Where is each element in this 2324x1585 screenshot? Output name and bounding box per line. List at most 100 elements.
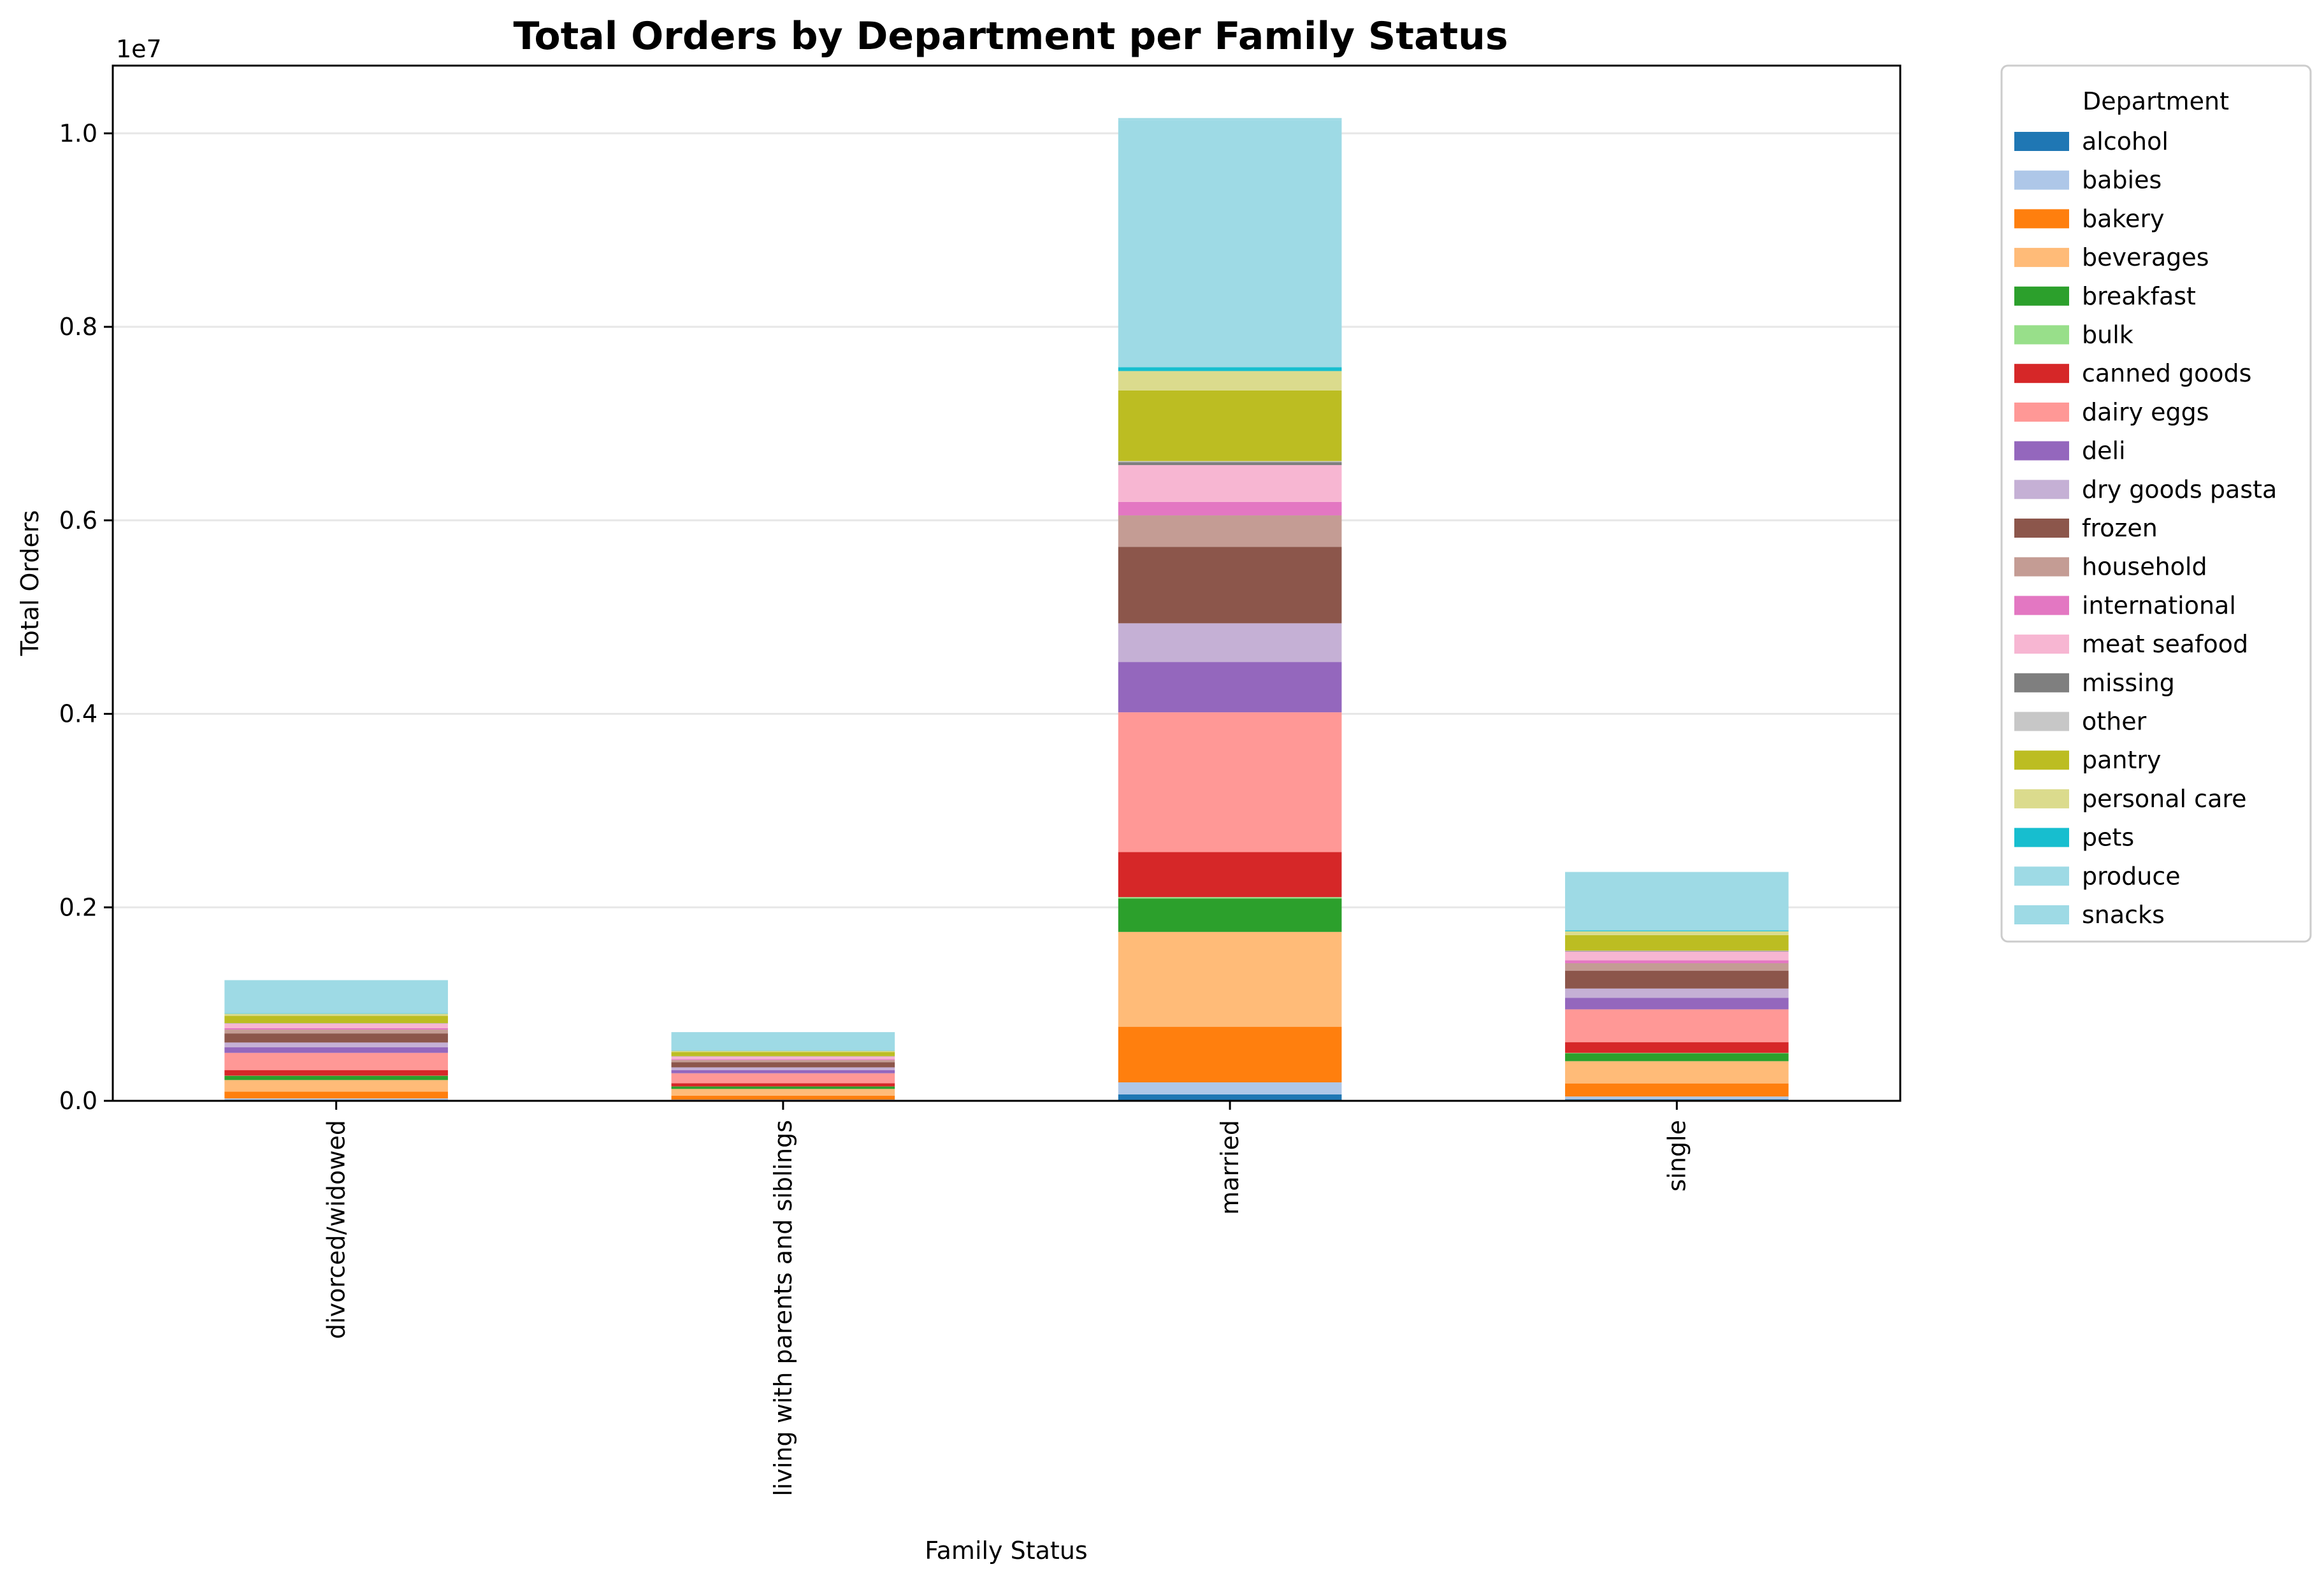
bar-segment-deli: [672, 1070, 895, 1073]
bar-segment-dairy-eggs: [1565, 1009, 1789, 1042]
bar-segment-international: [1565, 960, 1789, 963]
legend-label: personal care: [2082, 785, 2247, 813]
legend-swatch: [2014, 905, 2069, 924]
bar-segment-frozen: [224, 1033, 448, 1042]
bar-segment-breakfast: [224, 1076, 448, 1080]
y-tick-label: 1.0: [59, 119, 97, 147]
bar-segment-household: [672, 1060, 895, 1062]
y-tick-label: 0.2: [59, 893, 97, 921]
bar-segment-babies: [224, 1098, 448, 1100]
legend-label: other: [2082, 708, 2147, 736]
bar-segment-pantry: [1565, 935, 1789, 950]
bar-segment-beverages: [672, 1089, 895, 1096]
bar-segment-alcohol: [1118, 1094, 1342, 1101]
bar-segment-canned-goods: [1118, 852, 1342, 898]
legend-swatch: [2014, 635, 2069, 654]
legend-swatch: [2014, 596, 2069, 615]
legend-label: alcohol: [2082, 127, 2169, 155]
legend-title: Department: [2082, 87, 2229, 115]
bar-segment-other: [1118, 461, 1342, 463]
legend-swatch: [2014, 557, 2069, 577]
bar-segment-produce: [672, 1032, 895, 1051]
bar-segment-bakery: [1565, 1084, 1789, 1097]
legend-swatch: [2014, 673, 2069, 692]
legend-label: household: [2082, 553, 2207, 581]
legend-label: frozen: [2082, 514, 2158, 542]
legend-swatch: [2014, 364, 2069, 383]
legend-swatch: [2014, 171, 2069, 190]
bar-segment-canned-goods: [224, 1070, 448, 1076]
bar-segment-frozen: [1565, 971, 1789, 989]
legend-swatch: [2014, 750, 2069, 770]
legend-label: bakery: [2082, 204, 2165, 233]
bar-segment-frozen: [672, 1062, 895, 1067]
bar-segment-deli: [1118, 662, 1342, 712]
bar-segment-pets: [1118, 367, 1342, 371]
legend-label: beverages: [2082, 243, 2209, 271]
bar-segment-dry-goods-pasta: [672, 1067, 895, 1070]
legend-swatch: [2014, 248, 2069, 267]
bar-segment-breakfast: [672, 1087, 895, 1089]
legend-label: missing: [2082, 669, 2175, 697]
legend-swatch: [2014, 866, 2069, 886]
y-tick-label: 0.0: [59, 1087, 97, 1115]
bar-segment-missing: [1118, 463, 1342, 466]
legend-swatch: [2014, 519, 2069, 538]
bar-segment-household: [1118, 515, 1342, 547]
bar-segment-canned-goods: [1565, 1042, 1789, 1053]
legend-swatch: [2014, 326, 2069, 345]
x-tick-label: living with parents and siblings: [769, 1120, 797, 1496]
y-tick-label: 0.4: [59, 700, 97, 728]
legend-label: international: [2082, 591, 2236, 619]
bar-segment-deli: [224, 1047, 448, 1053]
legend-swatch: [2014, 712, 2069, 731]
bar-segment-produce: [1118, 120, 1342, 367]
bar-segment-pantry: [224, 1016, 448, 1023]
bar-segment-dairy-eggs: [1118, 712, 1342, 852]
legend-label: meat seafood: [2082, 630, 2248, 658]
legend-swatch: [2014, 441, 2069, 461]
bar-segment-household: [1565, 963, 1789, 971]
bar-segment-personal-care: [1565, 931, 1789, 935]
legend-label: canned goods: [2082, 359, 2251, 387]
bar-segment-personal-care: [1118, 371, 1342, 390]
y-tick-label: 0.8: [59, 313, 97, 341]
legend-label: dairy eggs: [2082, 398, 2209, 426]
x-axis-label: Family Status: [925, 1537, 1087, 1565]
legend-swatch: [2014, 209, 2069, 228]
bar-segment-breakfast: [1565, 1053, 1789, 1061]
bar-segment-dairy-eggs: [672, 1073, 895, 1084]
legend-swatch: [2014, 132, 2069, 151]
bar-segment-breakfast: [1118, 898, 1342, 931]
legend-label: produce: [2082, 862, 2181, 890]
bar-segment-babies: [1118, 1082, 1342, 1094]
bar-segment-dry-goods-pasta: [1118, 623, 1342, 662]
bar-segment-snacks: [1118, 118, 1342, 120]
legend-label: breakfast: [2082, 282, 2196, 310]
y-tick-label: 0.6: [59, 506, 97, 534]
bar-segment-international: [1118, 502, 1342, 515]
bar-segment-babies: [1565, 1096, 1789, 1099]
y-axis-label: Total Orders: [16, 510, 44, 657]
legend-swatch: [2014, 828, 2069, 847]
x-tick-label: married: [1216, 1120, 1244, 1215]
x-tick-label: divorced/widowed: [322, 1120, 350, 1339]
bar-segment-dry-goods-pasta: [1565, 989, 1789, 998]
bar-segment-bulk: [1565, 1053, 1789, 1054]
bar-segment-dairy-eggs: [224, 1053, 448, 1070]
legend-label: pantry: [2082, 746, 2162, 774]
bar-segment-meat-seafood: [224, 1024, 448, 1028]
bar-segment-produce: [224, 980, 448, 1014]
bar-segment-bakery: [224, 1092, 448, 1099]
legend: Department alcoholbabiesbakerybeveragesb…: [2002, 66, 2311, 942]
bar-segment-deli: [1565, 998, 1789, 1009]
bar-segment-pantry: [672, 1052, 895, 1056]
chart-title: Total Orders by Department per Family St…: [513, 14, 1508, 59]
bar-segment-beverages: [224, 1080, 448, 1091]
legend-label: bulk: [2082, 321, 2133, 349]
legend-label: deli: [2082, 437, 2126, 465]
bar-segment-beverages: [1565, 1061, 1789, 1084]
legend-swatch: [2014, 403, 2069, 422]
bar-segment-pantry: [1118, 391, 1342, 461]
bar-segment-bakery: [672, 1096, 895, 1100]
